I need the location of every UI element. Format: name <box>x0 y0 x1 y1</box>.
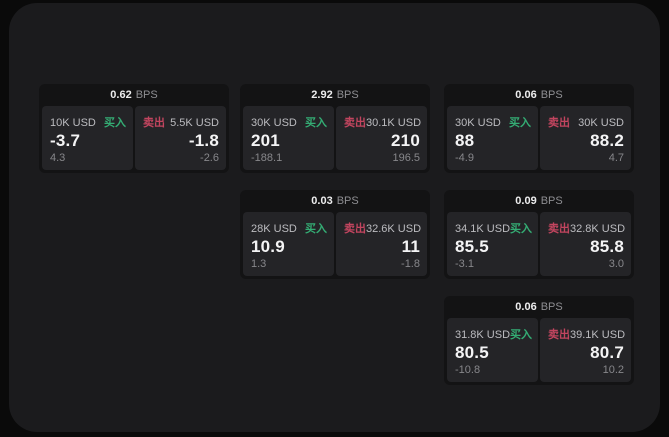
buy-side-label: 买入 <box>509 117 531 129</box>
bps-unit: BPS <box>336 195 359 207</box>
bps-value: 0.09 <box>515 195 537 207</box>
sell-amount: 32.8K USD <box>570 223 626 235</box>
sell-side-label: 卖出 <box>548 223 570 235</box>
sell-price: 80.7 <box>590 343 624 362</box>
buy-delta: 4.3 <box>50 152 66 164</box>
sell-panel[interactable]: 卖出 30.1K USD 210 196.5 <box>336 106 427 170</box>
buy-amount: 30K USD <box>455 117 501 129</box>
bps-value: 2.92 <box>311 89 333 101</box>
quote-card-body: 34.1K USD 买入 85.5 -3.1 卖出 32.8K USD 85.8… <box>444 212 634 279</box>
sell-delta: -1.8 <box>401 258 420 270</box>
buy-delta: -4.9 <box>455 152 474 164</box>
buy-panel[interactable]: 30K USD 买入 88 -4.9 <box>447 106 538 170</box>
buy-price: 10.9 <box>251 237 285 256</box>
quote-card-5: 0.09 BPS 34.1K USD 买入 85.5 -3.1 卖出 32.8K… <box>444 190 634 279</box>
buy-panel[interactable]: 28K USD 买入 10.9 1.3 <box>243 212 334 276</box>
sell-amount: 30K USD <box>578 117 624 129</box>
sell-price: -1.8 <box>188 131 219 150</box>
sell-side-label: 卖出 <box>548 329 570 341</box>
sell-delta: 196.5 <box>392 152 420 164</box>
sell-price: 88.2 <box>590 131 624 150</box>
bps-value: 0.62 <box>110 89 132 101</box>
bps-value: 0.06 <box>515 301 537 313</box>
sell-side-label: 卖出 <box>344 223 366 235</box>
sell-side-label: 卖出 <box>344 117 366 129</box>
buy-amount: 30K USD <box>251 117 297 129</box>
sell-amount: 30.1K USD <box>366 117 422 129</box>
buy-panel[interactable]: 30K USD 买入 201 -188.1 <box>243 106 334 170</box>
sell-delta: 3.0 <box>608 258 624 270</box>
quote-card-body: 30K USD 买入 201 -188.1 卖出 30.1K USD 210 1… <box>240 106 430 173</box>
sell-panel[interactable]: 卖出 32.8K USD 85.8 3.0 <box>540 212 631 276</box>
bps-value: 0.06 <box>515 89 537 101</box>
buy-side-label: 买入 <box>104 117 126 129</box>
buy-side-label: 买入 <box>510 223 533 235</box>
buy-price: 88 <box>455 131 475 150</box>
quote-card-4: 0.03 BPS 28K USD 买入 10.9 1.3 卖出 32.6K US… <box>240 190 430 279</box>
sell-delta: 10.2 <box>602 364 624 376</box>
quote-card-body: 28K USD 买入 10.9 1.3 卖出 32.6K USD 11 -1.8 <box>240 212 430 279</box>
quote-card-body: 31.8K USD 买入 80.5 -10.8 卖出 39.1K USD 80.… <box>444 318 634 385</box>
sell-side-label: 卖出 <box>548 117 570 129</box>
buy-side-label: 买入 <box>305 117 327 129</box>
sell-panel[interactable]: 卖出 39.1K USD 80.7 10.2 <box>540 318 631 382</box>
sell-amount: 32.6K USD <box>366 223 422 235</box>
buy-delta: -10.8 <box>455 364 481 376</box>
sell-panel[interactable]: 卖出 32.6K USD 11 -1.8 <box>336 212 427 276</box>
quote-card-6: 0.06 BPS 31.8K USD 买入 80.5 -10.8 卖出 39.1… <box>444 296 634 385</box>
bps-unit: BPS <box>540 195 563 207</box>
buy-price: 80.5 <box>455 343 489 362</box>
sell-price: 210 <box>391 131 420 150</box>
buy-panel[interactable]: 34.1K USD 买入 85.5 -3.1 <box>447 212 538 276</box>
bps-header: 2.92 BPS <box>240 84 430 106</box>
buy-price: 85.5 <box>455 237 489 256</box>
bps-unit: BPS <box>135 89 158 101</box>
bps-header: 0.62 BPS <box>39 84 229 106</box>
quote-card-3: 0.06 BPS 30K USD 买入 88 -4.9 卖出 30K USD 8… <box>444 84 634 173</box>
bps-value: 0.03 <box>311 195 333 207</box>
app-window: 0.62 BPS 10K USD 买入 -3.7 4.3 卖出 5.5K USD… <box>9 3 660 432</box>
buy-amount: 31.8K USD <box>455 329 511 341</box>
buy-side-label: 买入 <box>305 223 327 235</box>
sell-amount: 39.1K USD <box>570 329 626 341</box>
buy-delta: 1.3 <box>251 258 267 270</box>
buy-price: -3.7 <box>50 131 81 150</box>
sell-side-label: 卖出 <box>143 117 165 129</box>
bps-unit: BPS <box>540 301 563 313</box>
bps-header: 0.03 BPS <box>240 190 430 212</box>
bps-header: 0.09 BPS <box>444 190 634 212</box>
bps-header: 0.06 BPS <box>444 84 634 106</box>
buy-panel[interactable]: 10K USD 买入 -3.7 4.3 <box>42 106 133 170</box>
quote-card-2: 2.92 BPS 30K USD 买入 201 -188.1 卖出 30.1K … <box>240 84 430 173</box>
quote-card-body: 10K USD 买入 -3.7 4.3 卖出 5.5K USD -1.8 -2.… <box>39 106 229 173</box>
bps-unit: BPS <box>336 89 359 101</box>
sell-amount: 5.5K USD <box>170 117 219 129</box>
bps-unit: BPS <box>540 89 563 101</box>
sell-delta: 4.7 <box>608 152 624 164</box>
sell-price: 11 <box>401 237 420 256</box>
buy-amount: 10K USD <box>50 117 96 129</box>
buy-panel[interactable]: 31.8K USD 买入 80.5 -10.8 <box>447 318 538 382</box>
sell-delta: -2.6 <box>200 152 219 164</box>
buy-amount: 34.1K USD <box>455 223 511 235</box>
quote-card-body: 30K USD 买入 88 -4.9 卖出 30K USD 88.2 4.7 <box>444 106 634 173</box>
bps-header: 0.06 BPS <box>444 296 634 318</box>
buy-delta: -3.1 <box>455 258 474 270</box>
sell-panel[interactable]: 卖出 5.5K USD -1.8 -2.6 <box>135 106 226 170</box>
buy-delta: -188.1 <box>251 152 283 164</box>
sell-panel[interactable]: 卖出 30K USD 88.2 4.7 <box>540 106 631 170</box>
quote-card-1: 0.62 BPS 10K USD 买入 -3.7 4.3 卖出 5.5K USD… <box>39 84 229 173</box>
buy-amount: 28K USD <box>251 223 297 235</box>
buy-price: 201 <box>251 131 280 150</box>
sell-price: 85.8 <box>590 237 624 256</box>
buy-side-label: 买入 <box>510 329 533 341</box>
